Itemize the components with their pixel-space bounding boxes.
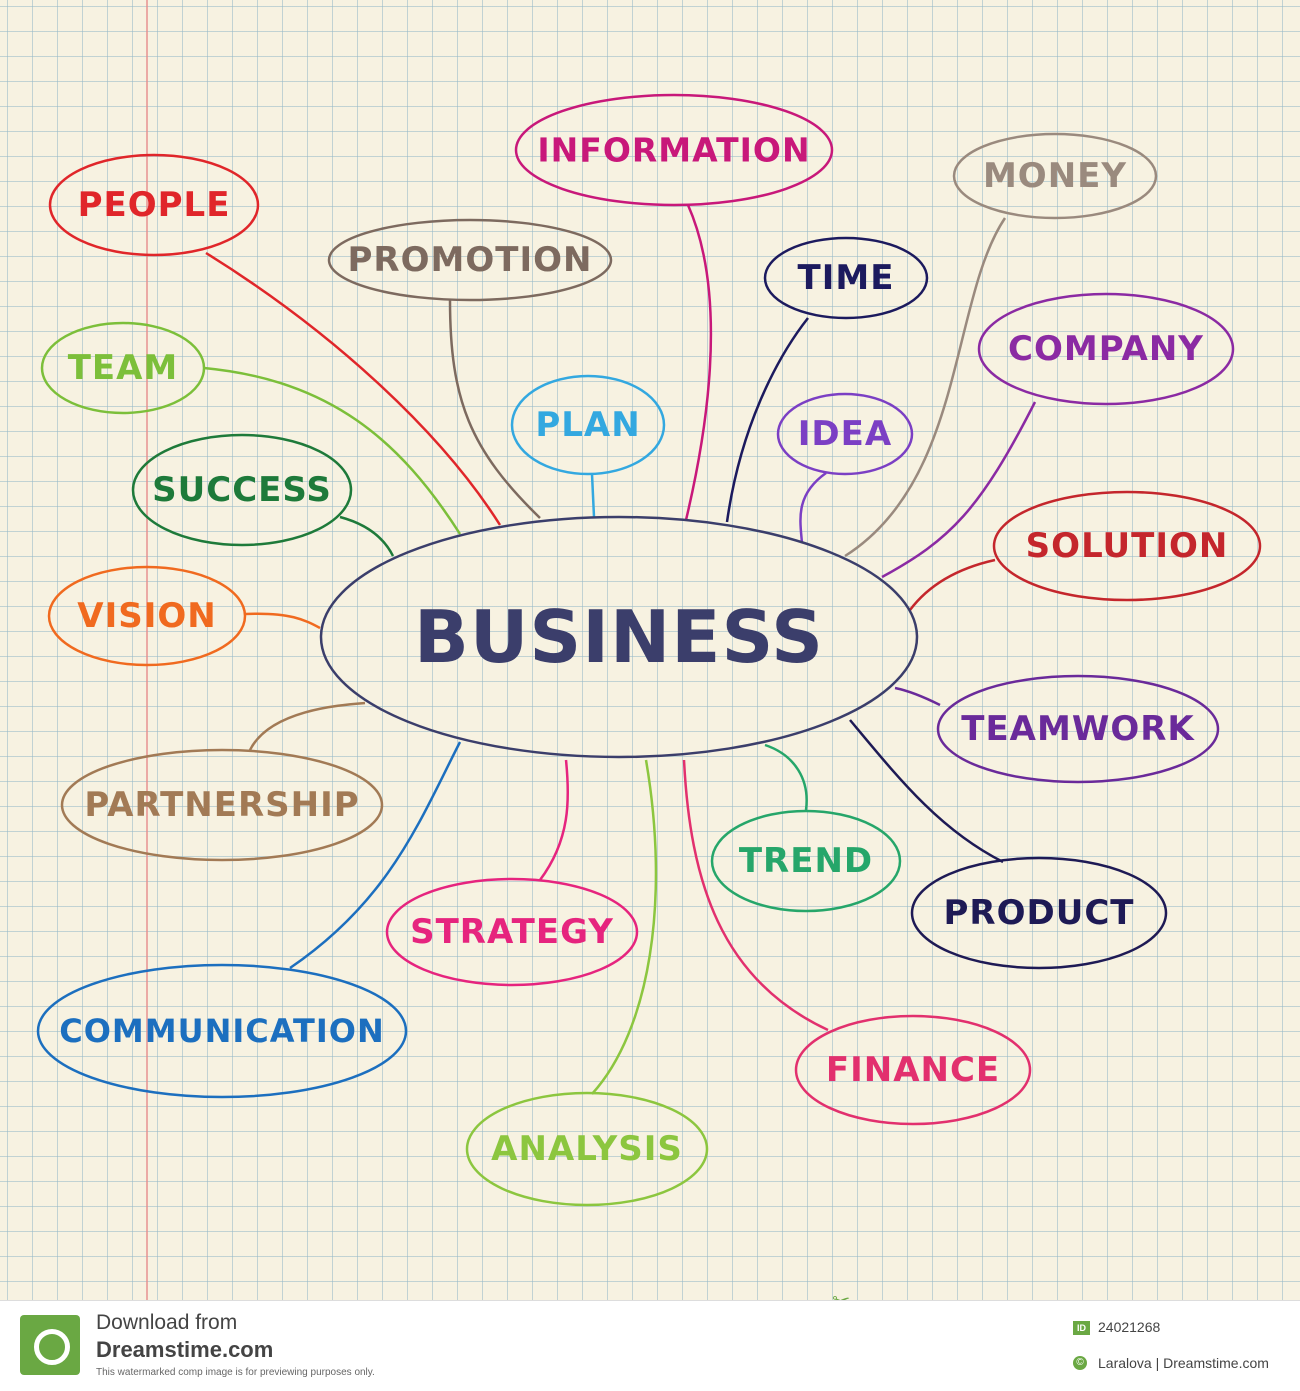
node-label-communication: COMMUNICATION <box>59 1012 385 1050</box>
node-ellipse-information <box>514 93 834 207</box>
node-trend: TREND <box>710 809 902 913</box>
node-teamwork: TEAMWORK <box>936 674 1220 784</box>
node-information: INFORMATION <box>514 93 834 207</box>
node-vision: VISION <box>47 565 247 667</box>
node-analysis: ANALYSIS <box>465 1091 709 1207</box>
copyright-icon: © <box>1073 1356 1087 1370</box>
node-label-company: COMPANY <box>1008 329 1204 369</box>
node-label-time: TIME <box>798 258 895 298</box>
node-ellipse-success <box>131 433 353 547</box>
node-label-information: INFORMATION <box>537 131 810 170</box>
node-label-solution: SOLUTION <box>1026 526 1229 566</box>
watermark-footer: Download from Dreamstime.com This waterm… <box>0 1300 1300 1391</box>
connector-information <box>684 204 713 521</box>
node-label-trend: TREND <box>739 841 873 881</box>
node-partnership: PARTNERSHIP <box>60 748 384 862</box>
node-solution: SOLUTION <box>992 490 1262 602</box>
node-ellipse-partnership <box>60 748 384 862</box>
connector-product <box>849 719 1004 864</box>
node-ellipse-plan <box>510 374 666 476</box>
connector-company <box>881 401 1037 579</box>
node-label-success: SUCCESS <box>152 470 332 510</box>
center-label: BUSINESS <box>414 595 824 679</box>
image-id: 24021268 <box>1098 1319 1161 1335</box>
connector-idea <box>799 471 827 544</box>
node-label-finance: FINANCE <box>826 1050 1000 1090</box>
footer-credit: Laralova | Dreamstime.com <box>1098 1355 1269 1371</box>
node-ellipse-vision <box>47 565 247 667</box>
node-product: PRODUCT <box>910 856 1168 970</box>
node-label-promotion: PROMOTION <box>348 240 593 280</box>
connector-solution <box>909 558 996 611</box>
center-ellipse <box>319 515 919 759</box>
node-label-team: TEAM <box>68 348 179 388</box>
node-ellipse-time <box>763 236 929 320</box>
connector-vision <box>244 612 321 630</box>
footer-note: This watermarked comp image is for previ… <box>96 1367 375 1378</box>
node-ellipse-finance <box>794 1014 1032 1126</box>
node-ellipse-money <box>952 132 1158 220</box>
connector-communication <box>289 741 462 970</box>
footer-site-name: Dreamstime.com <box>96 1337 274 1362</box>
connector-money <box>844 217 1007 558</box>
node-ellipse-people <box>48 153 260 257</box>
footer-download-label: Download from <box>96 1311 238 1334</box>
id-badge: ID <box>1073 1321 1090 1335</box>
connector-analysis <box>591 759 658 1095</box>
connector-finance <box>682 759 829 1032</box>
node-ellipse-teamwork <box>936 674 1220 784</box>
node-label-money: MONEY <box>983 156 1127 196</box>
node-label-people: PEOPLE <box>78 185 231 225</box>
node-ellipse-analysis <box>465 1091 709 1207</box>
node-finance: FINANCE <box>794 1014 1032 1126</box>
paper-margin-line <box>146 0 148 1300</box>
node-label-product: PRODUCT <box>944 893 1135 933</box>
connector-people <box>205 251 502 526</box>
node-label-idea: IDEA <box>798 414 892 454</box>
node-money: MONEY <box>952 132 1158 220</box>
node-promotion: PROMOTION <box>327 218 613 302</box>
connector-time <box>725 317 809 523</box>
node-ellipse-idea <box>776 392 914 476</box>
node-strategy: STRATEGY <box>385 877 639 987</box>
node-ellipse-promotion <box>327 218 613 302</box>
node-people: PEOPLE <box>48 153 260 257</box>
node-label-vision: VISION <box>77 596 216 636</box>
connector-partnership <box>248 701 366 751</box>
node-idea: IDEA <box>776 392 914 476</box>
node-plan: PLAN <box>510 374 666 476</box>
dreamstime-logo <box>20 1315 80 1375</box>
connector-promotion <box>448 299 541 519</box>
node-label-analysis: ANALYSIS <box>491 1129 683 1169</box>
node-time: TIME <box>763 236 929 320</box>
node-ellipse-communication <box>36 963 408 1099</box>
connector-teamwork <box>894 686 941 707</box>
node-ellipse-product <box>910 856 1168 970</box>
node-ellipse-team <box>40 321 206 415</box>
node-label-partnership: PARTNERSHIP <box>84 785 359 825</box>
node-ellipse-strategy <box>385 877 639 987</box>
node-label-teamwork: TEAMWORK <box>961 709 1195 749</box>
node-label-strategy: STRATEGY <box>410 912 614 952</box>
node-ellipse-solution <box>992 490 1262 602</box>
node-ellipse-company <box>977 292 1235 406</box>
node-label-plan: PLAN <box>535 405 640 445</box>
connector-trend <box>764 743 808 811</box>
node-success: SUCCESS <box>131 433 353 547</box>
node-communication: COMMUNICATION <box>36 963 408 1099</box>
node-team: TEAM <box>40 321 206 415</box>
connector-plan <box>590 473 596 518</box>
connector-success <box>339 515 395 557</box>
connector-team <box>203 366 462 535</box>
connector-strategy <box>538 759 570 881</box>
mind-map: BUSINESS PEOPLE INFORMATION MONEY PROMOTION… <box>36 93 1262 1207</box>
node-company: COMPANY <box>977 292 1235 406</box>
node-ellipse-trend <box>710 809 902 913</box>
